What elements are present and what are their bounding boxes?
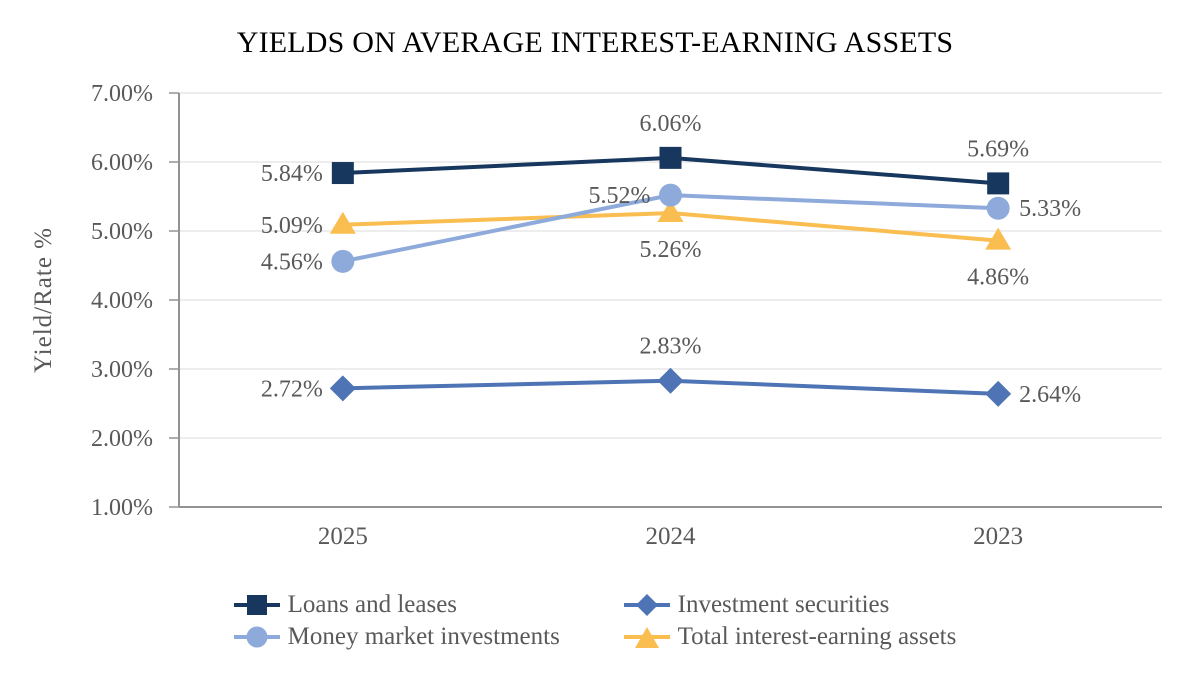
marker-circle-icon: [986, 196, 1010, 220]
y-tick-label: 7.00%: [91, 81, 153, 107]
y-tick-label: 4.00%: [91, 288, 153, 314]
marker-square-icon: [987, 172, 1010, 195]
legend-item-loans-and-leases: Loans and leases: [233, 589, 624, 621]
x-tick-label: 2024: [646, 523, 697, 550]
marker-diamond-icon: [985, 380, 1012, 407]
marker-diamond-icon: [329, 375, 356, 402]
legend-item-total-interest-earning-assets: Total interest-earning assets: [623, 621, 957, 653]
data-label: 5.84%: [261, 161, 323, 187]
x-tick-label: 2023: [973, 523, 1023, 550]
data-label: 4.86%: [967, 265, 1029, 291]
legend-circle-icon: [233, 626, 280, 648]
data-label: 2.64%: [1019, 382, 1081, 408]
legend-triangle-icon: [623, 627, 670, 648]
legend-item-money-market-investments: Money market investments: [233, 621, 624, 653]
y-tick-label: 1.00%: [91, 495, 153, 521]
legend-triangle-shape: [634, 627, 659, 648]
legend: Loans and leases Investment securities Mon…: [0, 589, 1190, 653]
marker-circle-icon: [659, 183, 682, 207]
marker-square-icon: [659, 146, 682, 169]
marker-diamond-icon: [657, 367, 684, 394]
y-tick-label: 6.00%: [91, 150, 153, 176]
legend-square-shape: [246, 595, 267, 615]
marker-square-icon: [331, 162, 354, 185]
marker-triangle-icon: [329, 211, 356, 234]
marker-triangle-icon: [657, 200, 684, 223]
data-label: 5.09%: [261, 213, 323, 239]
legend-label: Total interest-earning assets: [677, 623, 957, 650]
legend-diamond-icon: [623, 594, 670, 616]
marker-triangle-icon: [985, 227, 1012, 250]
legend-diamond-shape: [635, 594, 658, 616]
legend-grid: Loans and leases Investment securities Mon…: [233, 589, 957, 653]
legend-square-icon: [233, 595, 280, 615]
data-label: 5.69%: [967, 136, 1029, 162]
chart-title: YIELDS ON AVERAGE INTEREST-EARNING ASSET…: [236, 26, 954, 59]
legend-item-investment-securities: Investment securities: [623, 589, 957, 621]
data-label: 5.26%: [640, 237, 702, 263]
legend-label: Loans and leases: [287, 591, 458, 618]
data-label: 6.06%: [640, 111, 702, 137]
legend-circle-shape: [246, 626, 268, 648]
legend-label: Investment securities: [677, 591, 890, 618]
legend-label: Money market investments: [287, 623, 560, 650]
x-tick-label: 2025: [318, 523, 368, 550]
data-label: 2.83%: [640, 334, 702, 360]
data-label: 5.33%: [1019, 196, 1081, 222]
plot-area: 7.00% 6.00% 5.00% 4.00% 3.00% 2.00% 1.00% 2025 2…: [30, 81, 1162, 550]
y-tick-label: 3.00%: [91, 357, 153, 383]
data-label: 2.72%: [261, 376, 323, 402]
y-axis-title: Yield/Rate %: [30, 227, 57, 373]
y-tick-label: 5.00%: [91, 219, 153, 245]
data-label: 5.52%: [589, 183, 651, 209]
data-label: 4.56%: [261, 249, 323, 275]
marker-circle-icon: [331, 249, 355, 273]
y-tick-label: 2.00%: [91, 426, 153, 452]
